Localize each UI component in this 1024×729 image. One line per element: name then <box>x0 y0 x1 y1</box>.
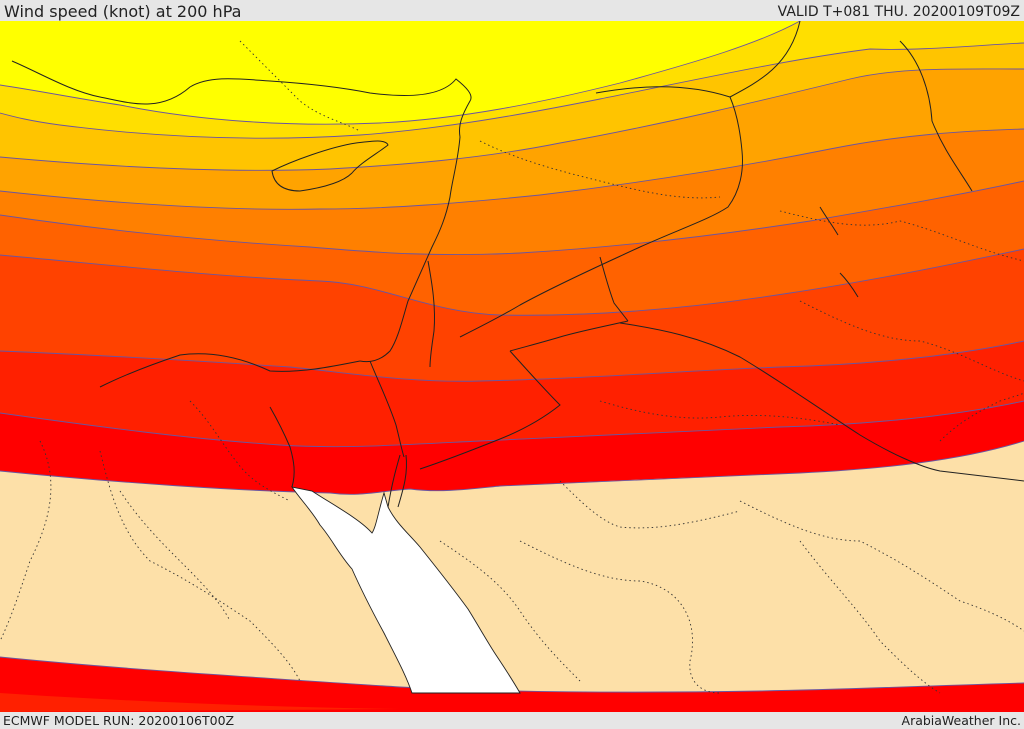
internal-borders <box>0 40 1024 694</box>
map-canvas <box>0 21 1024 712</box>
header-bar: Wind speed (knot) at 200 hPa VALID T+081… <box>0 0 1024 21</box>
model-run: ECMWF MODEL RUN: 20200106T00Z <box>3 713 235 728</box>
wind-speed-map <box>0 21 1024 712</box>
band-9-south <box>0 657 1024 712</box>
band-1 <box>0 21 800 125</box>
band-8-south <box>0 693 400 712</box>
coastlines <box>11 21 1024 508</box>
contour-lines <box>0 21 1024 693</box>
map-title: Wind speed (knot) at 200 hPa <box>4 2 242 21</box>
red-sea <box>291 486 521 694</box>
credit-label: ArabiaWeather Inc. <box>901 713 1021 728</box>
footer-bar: ECMWF MODEL RUN: 20200106T00Z ArabiaWeat… <box>0 712 1024 729</box>
valid-time: VALID T+081 THU. 20200109T09Z <box>777 4 1020 20</box>
